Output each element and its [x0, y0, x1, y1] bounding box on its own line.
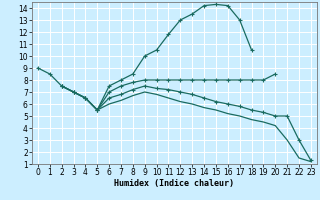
- X-axis label: Humidex (Indice chaleur): Humidex (Indice chaleur): [115, 179, 234, 188]
